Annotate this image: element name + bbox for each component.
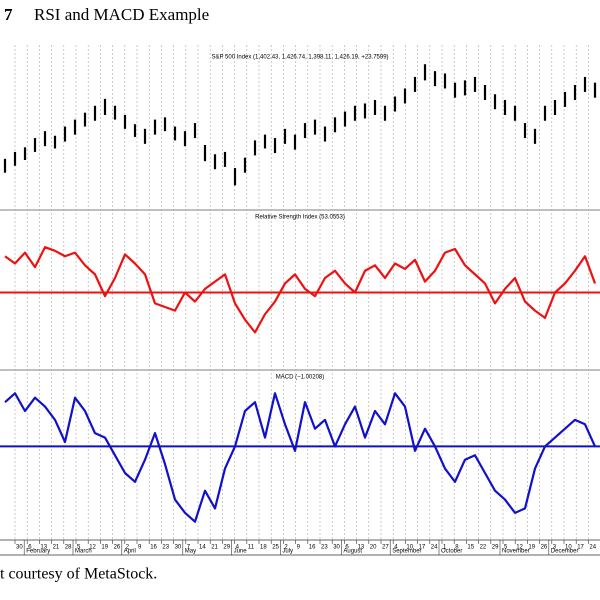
x-tick-label: 12: [516, 545, 523, 551]
x-tick-label: 21: [211, 545, 218, 551]
x-tick-label: 3: [553, 545, 557, 551]
x-tick-label: 13: [40, 545, 47, 551]
x-tick-label: 22: [480, 545, 487, 551]
x-tick-label: 20: [370, 545, 377, 551]
x-tick-label: 26: [541, 545, 548, 551]
x-tick-label: 24: [431, 545, 438, 551]
x-tick-label: 4: [394, 545, 398, 551]
x-tick-label: 28: [65, 545, 72, 551]
panel-title: S&P 500 Index (1,402.43, 1,426.74, 1,398…: [211, 55, 388, 61]
x-tick-label: 26: [114, 545, 121, 551]
month-label: August: [343, 549, 362, 555]
x-tick-label: 12: [89, 545, 96, 551]
x-tick-label: 17: [419, 545, 426, 551]
x-tick-label: 13: [358, 545, 365, 551]
x-tick-label: 5: [504, 545, 508, 551]
month-label: March: [75, 549, 92, 555]
month-label: July: [282, 549, 293, 555]
x-tick-label: 16: [309, 545, 316, 551]
x-tick-label: 4: [236, 545, 240, 551]
x-tick-label: 30: [16, 545, 23, 551]
x-tick-label: 8: [455, 545, 459, 551]
x-tick-label: 19: [528, 545, 535, 551]
panel-title: MACD (−1.00208): [276, 375, 325, 381]
x-tick-label: 6: [345, 545, 349, 551]
x-tick-label: 11: [248, 545, 255, 551]
panel-title: Relative Strength Index (53.0553): [255, 215, 345, 221]
x-tick-label: 9: [138, 545, 142, 551]
month-label: April: [124, 549, 136, 555]
x-tick-label: 6: [28, 545, 32, 551]
month-label: May: [185, 549, 196, 555]
x-tick-label: 9: [297, 545, 301, 551]
figure-number: 7: [4, 5, 13, 24]
x-tick-label: 30: [175, 545, 182, 551]
x-tick-label: 2: [284, 545, 288, 551]
month-label: December: [551, 549, 579, 555]
x-tick-label: 2: [126, 545, 130, 551]
x-tick-label: 15: [467, 545, 474, 551]
x-tick-label: 17: [577, 545, 584, 551]
x-tick-label: 5: [77, 545, 81, 551]
x-tick-label: 24: [589, 545, 596, 551]
x-tick-label: 7: [187, 545, 191, 551]
x-tick-label: 21: [53, 545, 60, 551]
x-tick-label: 1: [443, 545, 447, 551]
x-tick-label: 27: [382, 545, 389, 551]
month-label: November: [502, 549, 530, 555]
figure-title: RSI and MACD Example: [34, 5, 209, 24]
caption: t courtesy of MetaStock.: [0, 566, 157, 583]
indicator-line: [4, 392, 597, 523]
x-tick-label: 30: [333, 545, 340, 551]
x-tick-label: 29: [492, 545, 499, 551]
indicator-line: [4, 246, 597, 334]
x-tick-label: 14: [199, 545, 206, 551]
month-label: October: [441, 549, 462, 555]
x-tick-label: 10: [406, 545, 413, 551]
x-tick-label: 25: [272, 545, 279, 551]
month-label: February: [26, 549, 50, 555]
x-tick-label: 23: [321, 545, 328, 551]
x-tick-label: 29: [223, 545, 230, 551]
x-tick-label: 23: [162, 545, 169, 551]
month-label: June: [234, 549, 248, 555]
x-tick-label: 10: [565, 545, 572, 551]
x-tick-label: 19: [101, 545, 108, 551]
month-label: September: [392, 549, 421, 555]
x-tick-label: 16: [150, 545, 157, 551]
x-tick-label: 18: [260, 545, 267, 551]
